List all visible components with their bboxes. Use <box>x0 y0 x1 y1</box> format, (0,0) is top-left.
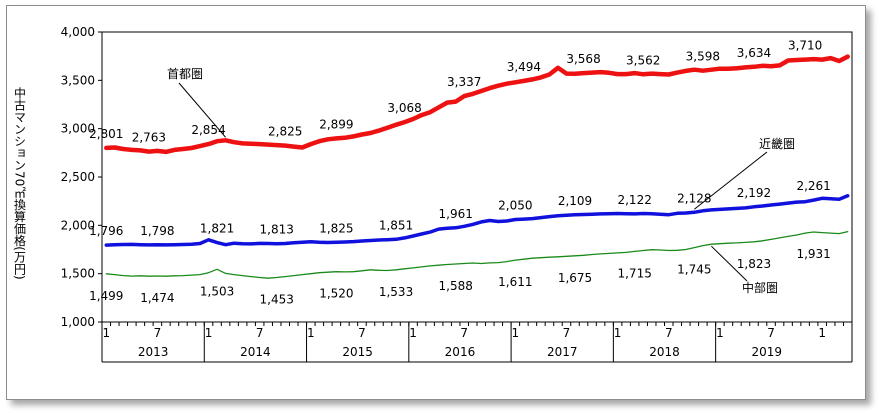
x-year-label: 2018 <box>649 345 680 359</box>
data-label: 3,068 <box>387 101 421 115</box>
chart-frame: 中古マンション70㎡換算価格(万円) 1,000 1,500 2,000 2,500 3… <box>6 5 866 400</box>
x-month-label: 7 <box>358 326 366 340</box>
data-label: 1,533 <box>379 285 413 299</box>
data-label: 3,562 <box>626 53 660 67</box>
data-label: 2,261 <box>796 179 830 193</box>
data-label: 2,899 <box>319 117 353 131</box>
data-label: 3,710 <box>788 39 822 53</box>
x-year-label: 2016 <box>445 345 476 359</box>
data-label: 1,823 <box>737 257 771 271</box>
data-label: 1,520 <box>319 287 353 301</box>
y-tick-label: 1,000 <box>61 315 95 329</box>
x-month-label: 1 <box>307 326 315 340</box>
x-month-label: 7 <box>665 326 673 340</box>
data-label: 1,745 <box>677 263 711 277</box>
x-month-label: 7 <box>563 326 571 340</box>
x-month-label: 1 <box>614 326 622 340</box>
x-year-label: 2013 <box>138 345 169 359</box>
data-label: 2,122 <box>617 193 651 207</box>
data-label: 1,821 <box>200 222 234 236</box>
x-month-label: 7 <box>256 326 264 340</box>
data-label: 2,825 <box>268 125 302 139</box>
data-label: 2,128 <box>677 191 711 205</box>
data-label: 1,588 <box>439 279 473 293</box>
x-month-label: 1 <box>512 326 520 340</box>
data-label: 2,109 <box>558 194 592 208</box>
x-month-label: 7 <box>154 326 162 340</box>
data-label: 2,854 <box>191 123 225 137</box>
data-label: 1,813 <box>260 223 294 237</box>
data-label: 2,801 <box>89 127 123 141</box>
data-label: 2,763 <box>132 131 166 145</box>
y-tick-label: 2,500 <box>61 170 95 184</box>
x-year-label: 2014 <box>240 345 271 359</box>
data-label: 1,474 <box>140 291 174 305</box>
data-label: 1,796 <box>89 224 123 238</box>
data-label: 1,798 <box>140 224 174 238</box>
data-label: 3,568 <box>566 52 600 66</box>
data-label: 3,337 <box>447 75 481 89</box>
series-name-label: 首都圏 <box>167 67 203 81</box>
x-month-label: 1 <box>205 326 213 340</box>
x-month-label: 1 <box>102 326 110 340</box>
y-axis-title: 中古マンション70㎡換算価格(万円) <box>7 38 33 328</box>
data-label: 1,499 <box>89 289 123 303</box>
x-month-label: 1 <box>818 326 826 340</box>
y-tick-label: 2,000 <box>61 218 95 232</box>
data-label: 1,715 <box>617 266 651 280</box>
data-label: 3,494 <box>507 60 541 74</box>
y-axis-title-text: 中古マンション70㎡換算価格(万円) <box>12 86 27 280</box>
line-chart: 1,000 1,500 2,000 2,500 3,000 3,500 4,000 1 7 1 7 1… <box>61 25 853 363</box>
series-leader-line <box>178 82 226 138</box>
data-label: 2,050 <box>498 199 532 213</box>
data-label: 1,931 <box>796 247 830 261</box>
data-label: 3,598 <box>686 50 720 64</box>
data-label: 1,503 <box>200 284 234 298</box>
series-line-3 <box>105 230 849 279</box>
y-tick-label: 3,500 <box>61 73 95 87</box>
data-label: 3,634 <box>737 46 771 60</box>
series-leader-line <box>694 151 768 210</box>
data-label: 1,453 <box>260 293 294 307</box>
x-month-label: 7 <box>460 326 468 340</box>
y-tick-label: 4,000 <box>61 25 95 39</box>
x-month-label: 1 <box>409 326 417 340</box>
x-year-label: 2015 <box>342 345 373 359</box>
y-tick-label: 3,000 <box>61 122 95 136</box>
data-label: 1,611 <box>498 275 532 289</box>
data-label: 1,961 <box>439 207 473 221</box>
data-label: 1,825 <box>319 221 353 235</box>
y-tick-label: 1,500 <box>61 267 95 281</box>
series-leader-line <box>711 245 748 282</box>
x-year-label: 2019 <box>751 345 782 359</box>
series-line-1 <box>104 54 850 155</box>
series-name-label: 中部圏 <box>742 280 778 295</box>
series-line-2 <box>104 194 850 247</box>
x-month-label: 1 <box>716 326 724 340</box>
series-name-label: 近畿圏 <box>759 137 795 151</box>
data-label: 2,192 <box>737 186 771 200</box>
data-label: 1,675 <box>558 271 592 285</box>
x-year-label: 2017 <box>547 345 578 359</box>
data-label: 1,851 <box>379 218 413 232</box>
x-month-label: 7 <box>767 326 775 340</box>
